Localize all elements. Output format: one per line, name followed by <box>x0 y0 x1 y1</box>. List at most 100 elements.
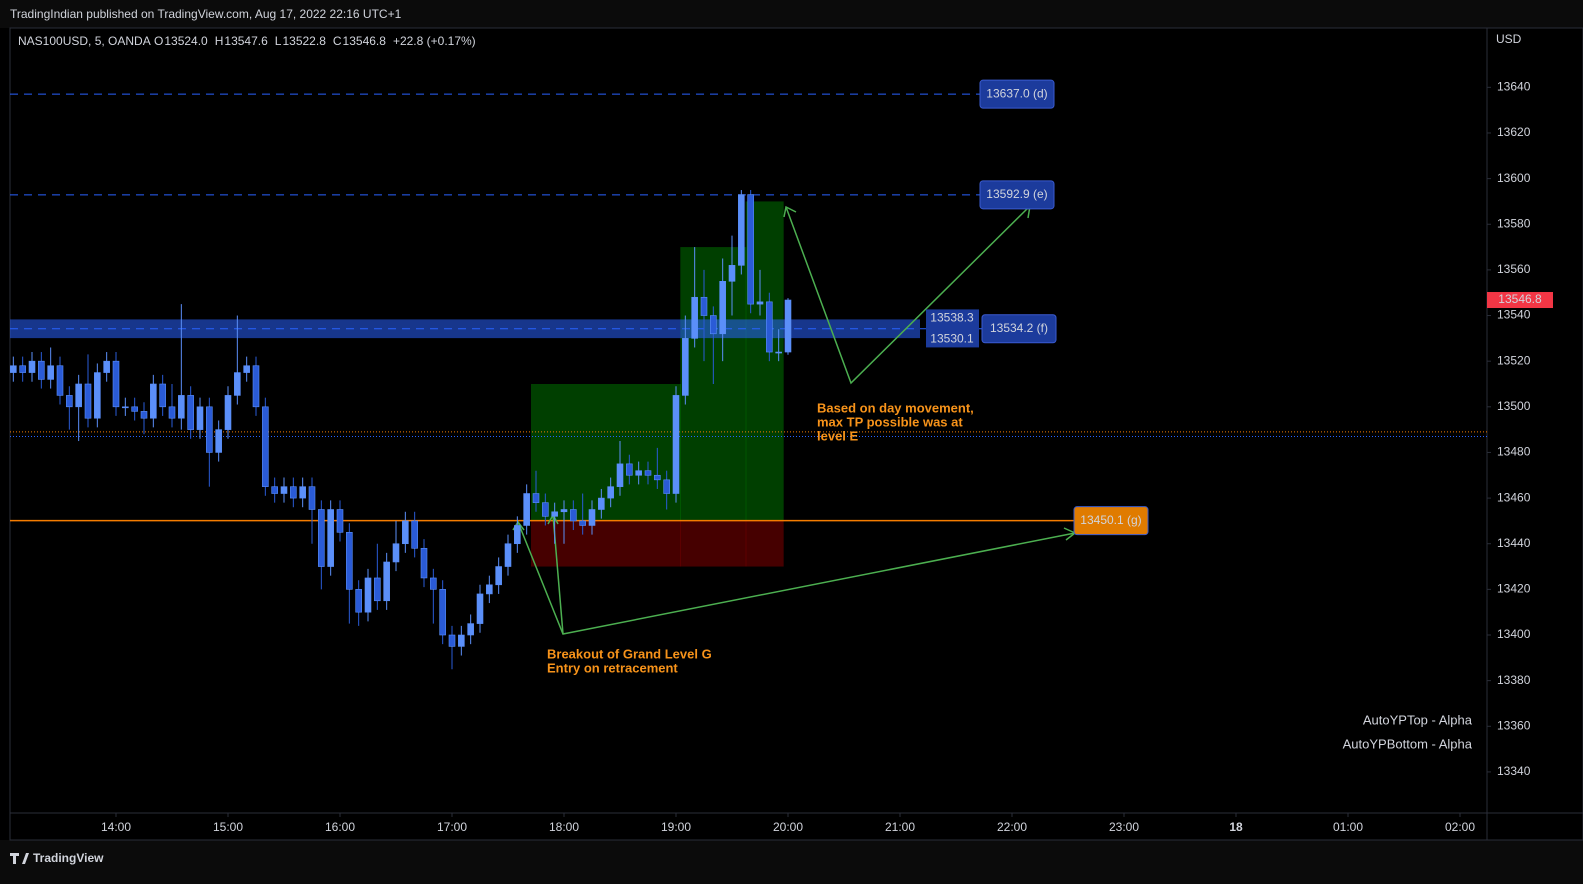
level-label: 13450.1 (g) <box>1080 513 1141 527</box>
brand: TradingView <box>33 851 104 865</box>
candle-body <box>430 577 437 590</box>
level-label-box <box>981 314 1057 344</box>
ohlc-value: 13522.8 <box>282 34 326 48</box>
candle-body <box>719 280 726 335</box>
symbol: NAS100USD, 5, OANDA <box>18 34 151 48</box>
level-label-box <box>979 79 1055 109</box>
candle-body <box>47 365 54 380</box>
candle-body <box>663 479 670 494</box>
candle-body <box>364 577 372 613</box>
annotation: Based on day movement, <box>817 400 974 415</box>
candle-body <box>458 634 465 647</box>
candle-body <box>747 194 754 305</box>
candle-body <box>644 470 652 476</box>
level-label-box <box>1073 506 1149 536</box>
candle-body <box>28 360 36 373</box>
level-label: 13592.9 (e) <box>986 187 1047 201</box>
published: TradingIndian published on TradingView.c… <box>10 7 402 21</box>
ohlc-key: O <box>154 34 163 48</box>
candle-body <box>672 395 680 494</box>
x-tick-label: 14:00 <box>101 820 131 834</box>
candle-body <box>150 383 157 419</box>
x-tick-label: 01:00 <box>1333 820 1363 834</box>
candle-body <box>131 406 138 412</box>
candle-body <box>84 383 92 419</box>
footer-bar <box>0 840 1583 884</box>
plot-frame <box>9 27 1583 841</box>
candle-body <box>38 360 45 380</box>
x-tick-label: 17:00 <box>437 820 467 834</box>
ohlc-value: 13547.6 <box>224 34 268 48</box>
loss-zone <box>745 520 784 567</box>
loss-zone <box>680 520 747 567</box>
ohlc-value: 13524.0 <box>164 34 208 48</box>
candle-body <box>402 520 409 545</box>
candle-body <box>94 372 101 419</box>
annotation: Entry on retracement <box>547 660 678 675</box>
ohlc-value: 13546.8 <box>343 34 387 48</box>
candle-body <box>514 525 521 545</box>
annotation: max TP possible was at <box>817 414 963 429</box>
y-tick-label: 13640 <box>1497 80 1531 94</box>
indicator-name: AutoYPTop - Alpha <box>1363 712 1473 727</box>
candle-body <box>327 509 334 567</box>
tv-logo <box>10 853 29 864</box>
candle-body <box>299 486 306 499</box>
candle-body <box>420 547 428 579</box>
candle-body <box>374 577 381 602</box>
candle-body <box>346 532 353 590</box>
candle-body <box>588 509 596 526</box>
annotation: Breakout of Grand Level G <box>547 646 712 661</box>
candle-body <box>738 194 745 266</box>
candle-body <box>411 520 418 549</box>
y-tick-label: 13340 <box>1497 764 1531 778</box>
y-tick-label: 13480 <box>1497 445 1531 459</box>
candle-body <box>206 406 213 453</box>
zone-label: 13538.3 <box>930 311 974 325</box>
candle-body <box>691 296 698 339</box>
candle-body <box>560 509 568 513</box>
candle-body <box>75 383 82 408</box>
candle-body <box>355 589 362 613</box>
candle-body <box>159 383 166 408</box>
candle-body <box>682 338 689 396</box>
candle-body <box>607 486 614 499</box>
candle-body <box>178 395 185 419</box>
candle-body <box>486 584 493 595</box>
candle-body <box>271 486 278 494</box>
y-tick-label: 13420 <box>1497 582 1531 596</box>
candle-body <box>710 315 717 335</box>
candle-body <box>700 296 708 316</box>
candle-body <box>598 497 605 510</box>
y-tick-label: 13380 <box>1497 673 1531 687</box>
x-tick-label: 02:00 <box>1445 820 1475 834</box>
ohlc-key: C <box>333 34 342 48</box>
zone-label: 13530.1 <box>930 331 974 345</box>
candle-body <box>476 593 484 624</box>
candle-body <box>318 509 325 567</box>
candle-body <box>336 509 344 533</box>
candle-body <box>551 511 558 517</box>
x-tick-label: 20:00 <box>773 820 803 834</box>
y-tick-label: 13500 <box>1497 399 1531 413</box>
x-tick-label: 21:00 <box>885 820 915 834</box>
candle-body <box>523 493 530 526</box>
indicator-name: AutoYPBottom - Alpha <box>1343 736 1473 751</box>
y-tick-label: 13560 <box>1497 262 1531 276</box>
candle-body <box>196 406 204 430</box>
candle-body <box>616 463 624 487</box>
y-tick-label: 13360 <box>1497 718 1531 732</box>
x-tick-label: 19:00 <box>661 820 691 834</box>
candle-body <box>766 301 773 353</box>
profit-zone <box>531 383 681 521</box>
candle-body <box>10 365 17 373</box>
candle-body <box>392 543 400 563</box>
candle-body <box>532 493 540 503</box>
candle-body <box>784 299 792 353</box>
last-price-label: 13546.8 <box>1498 292 1542 306</box>
candle-body <box>140 411 148 419</box>
ohlc-key: L <box>275 34 282 48</box>
candle-body <box>570 509 577 522</box>
